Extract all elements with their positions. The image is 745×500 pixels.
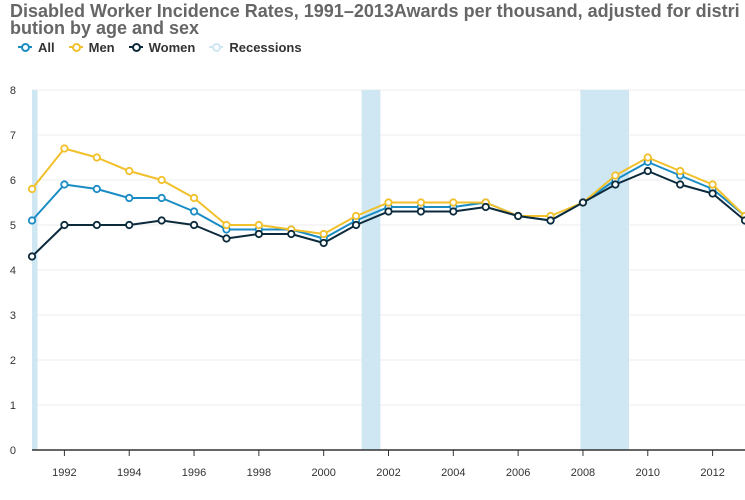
legend-label-men: Men bbox=[88, 39, 115, 55]
data-point-women-2003 bbox=[416, 207, 426, 216]
data-point-women-2000 bbox=[319, 238, 328, 248]
data-point-men-2011 bbox=[676, 166, 685, 176]
data-point-all-1995 bbox=[157, 193, 166, 203]
legend-swatch-all bbox=[18, 42, 32, 52]
data-point-women-2004 bbox=[449, 207, 458, 216]
data-point-women-2005 bbox=[481, 202, 490, 212]
legend-label-recessions: Recessions bbox=[229, 39, 302, 55]
data-point-men-2004 bbox=[449, 198, 458, 207]
data-point-women-1995 bbox=[157, 216, 166, 225]
legend-swatch-men bbox=[68, 42, 83, 52]
legend-swatch-recessions bbox=[209, 42, 224, 52]
legend-item-all[interactable]: All bbox=[18, 40, 55, 55]
y-tick-label-7: 7 bbox=[10, 130, 16, 142]
data-point-men-2009 bbox=[611, 171, 620, 180]
y-tick-label-0: 0 bbox=[10, 445, 16, 457]
data-point-men-2010 bbox=[643, 153, 652, 162]
data-point-women-1996 bbox=[189, 220, 199, 230]
data-point-men-2001 bbox=[351, 211, 361, 221]
x-tick-label-1996: 1996 bbox=[182, 467, 206, 479]
y-tick-label-5: 5 bbox=[10, 220, 16, 232]
y-tick-label-8: 8 bbox=[10, 85, 16, 97]
x-tick-label-2012: 2012 bbox=[700, 467, 724, 479]
recession-band-2 bbox=[361, 90, 381, 450]
data-point-women-2011 bbox=[676, 180, 685, 189]
y-tick-label-2: 2 bbox=[10, 355, 16, 367]
legend-label-women: Women bbox=[148, 39, 196, 55]
data-point-all-1994 bbox=[125, 193, 134, 203]
x-tick-label-2000: 2000 bbox=[311, 467, 335, 479]
x-tick-label-1992: 1992 bbox=[52, 467, 76, 479]
data-point-men-1992 bbox=[60, 144, 69, 153]
legend-item-men[interactable]: Men bbox=[68, 39, 115, 55]
data-point-men-1994 bbox=[125, 166, 134, 176]
x-tick-label-2002: 2002 bbox=[376, 467, 400, 479]
y-tick-label-3: 3 bbox=[10, 310, 16, 322]
series-line-men bbox=[31, 147, 745, 235]
recession-band-3 bbox=[580, 90, 629, 450]
y-tick-label-6: 6 bbox=[10, 175, 16, 187]
x-tick-label-1998: 1998 bbox=[247, 467, 271, 479]
data-point-women-1991 bbox=[27, 252, 37, 261]
legend-item-women[interactable]: Women bbox=[128, 39, 196, 55]
data-point-women-2009 bbox=[611, 180, 620, 189]
y-tick-label-1: 1 bbox=[10, 400, 16, 412]
data-point-women-1992 bbox=[60, 220, 69, 230]
y-tick-label-4: 4 bbox=[10, 265, 16, 277]
data-point-men-1995 bbox=[157, 175, 166, 185]
legend-swatch-women bbox=[128, 42, 143, 52]
data-point-women-2002 bbox=[384, 207, 393, 216]
data-point-men-1991 bbox=[27, 184, 37, 194]
data-point-men-1997 bbox=[222, 220, 231, 230]
data-point-all-1992 bbox=[60, 180, 69, 189]
data-point-men-1996 bbox=[189, 193, 199, 203]
legend: All Men Women Recessions bbox=[18, 39, 302, 55]
data-point-women-2008 bbox=[578, 198, 588, 207]
data-point-men-2003 bbox=[416, 198, 426, 207]
data-point-women-2007 bbox=[546, 216, 555, 225]
chart-title: Disabled Worker Incidence Rates, 1991–20… bbox=[10, 1, 740, 38]
x-tick-label-2008: 2008 bbox=[571, 467, 595, 479]
data-point-women-2012 bbox=[708, 189, 717, 198]
data-point-all-1991 bbox=[27, 216, 37, 225]
x-tick-label-1994: 1994 bbox=[117, 467, 141, 479]
data-point-men-2000 bbox=[319, 229, 328, 239]
data-point-women-2010 bbox=[643, 166, 652, 176]
data-point-women-1998 bbox=[254, 229, 263, 239]
data-point-men-1993 bbox=[92, 153, 101, 162]
legend-label-all: All bbox=[38, 39, 55, 55]
data-point-men-2012 bbox=[708, 180, 717, 189]
data-point-all-1996 bbox=[189, 207, 199, 216]
data-point-women-2001 bbox=[351, 220, 361, 230]
data-point-women-2006 bbox=[514, 211, 523, 221]
data-point-men-2002 bbox=[384, 198, 393, 207]
x-tick-label-2010: 2010 bbox=[636, 467, 660, 479]
legend-item-recessions[interactable]: Recessions bbox=[209, 39, 302, 55]
data-point-women-1997 bbox=[222, 234, 231, 243]
data-point-women-1999 bbox=[287, 229, 296, 239]
x-tick-label-2006: 2006 bbox=[506, 467, 530, 479]
x-tick-label-2004: 2004 bbox=[441, 467, 465, 479]
recession-band-1 bbox=[32, 90, 38, 450]
data-point-men-1998 bbox=[254, 220, 263, 230]
data-point-women-1994 bbox=[125, 220, 134, 230]
data-point-women-1993 bbox=[92, 220, 101, 230]
data-point-all-1993 bbox=[92, 184, 101, 194]
